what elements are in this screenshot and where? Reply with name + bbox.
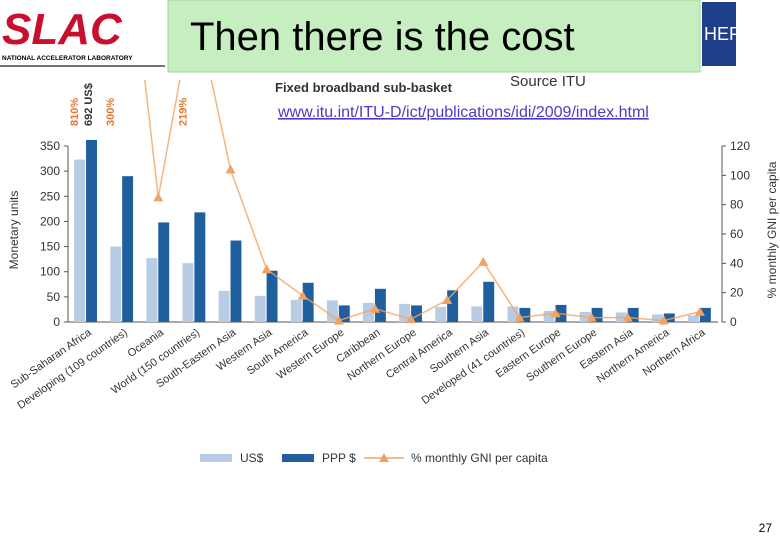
bar [86,140,97,322]
bar [326,300,338,322]
bar [230,240,242,322]
y2-tick-label: 80 [730,198,744,212]
marker [369,303,380,313]
marker [622,312,633,322]
marker [514,312,525,322]
y2-tick-label: 60 [730,227,744,241]
bar [483,281,495,322]
line-layer [144,80,705,325]
bar [591,307,603,322]
link[interactable]: www.itu.int/ITU-D/ict/publications/idi/2… [277,104,649,121]
marker [153,192,164,202]
bar [290,299,302,322]
value-label: 810% [69,98,81,126]
y2-tick-label: 120 [730,139,750,153]
marker [478,256,489,266]
bar [411,305,422,322]
marker [586,312,597,322]
bar [254,295,266,322]
value-label: 219% [177,98,189,126]
bar [122,176,134,322]
line [144,80,701,322]
bar [158,222,170,322]
marker [442,295,453,304]
source: Source ITU [510,73,586,90]
bar [182,263,194,322]
marker [333,315,344,325]
bar [435,306,447,322]
legend-label: % monthly GNI per capita [411,451,548,465]
bar [447,290,459,322]
y-tick-label: 0 [53,315,60,329]
bar [651,314,663,322]
y-tick-label: 50 [47,290,61,304]
y-tick-label: 150 [40,240,60,254]
y2-tick-label: 0 [730,315,737,329]
bar [374,288,386,322]
page-number: 27 [759,521,773,535]
legend-label: PPP $ [322,451,356,465]
marker [658,315,669,325]
y2-tick-label: 40 [730,256,744,270]
badge: HEPiX [704,24,757,44]
bar [507,306,519,322]
bar [74,159,86,322]
bar [688,315,699,322]
marker [261,264,272,274]
y-tick-label: 100 [40,265,60,279]
legend-swatch [282,454,314,462]
x-tick-label: Northern Africa [641,326,709,378]
bar [218,290,230,322]
legend-label: US$ [240,451,264,465]
bar [627,307,639,322]
bar [399,303,411,322]
y-tick-label: 200 [40,214,60,228]
bar [663,313,675,322]
bar [146,258,158,322]
bar [266,270,278,322]
bar [110,246,122,322]
title-box [167,0,701,73]
bar [543,310,555,322]
marker [297,290,308,300]
bar [699,307,711,322]
y-tick-label: 250 [40,189,60,203]
slide-title: Then there is the cost [190,15,575,59]
y2-tick-label: 20 [730,286,744,300]
y-tick-label: 350 [40,139,60,153]
marker [406,314,417,324]
bar [194,212,206,322]
marker [550,308,561,318]
legend-swatch [379,453,389,462]
chart-title: Fixed broadband sub-basket [275,80,453,95]
y2-tick-label: 100 [730,168,750,182]
bar [302,282,314,322]
y-tick-label: 300 [40,164,60,178]
bar [519,307,531,322]
bar [338,305,350,322]
bars [74,140,711,322]
y2-axis-label: % monthly GNI per capita [765,161,779,298]
value-label: 300% [105,98,117,126]
y-axis-label: Monetary units [7,191,21,270]
logo-subtitle: NATIONAL ACCELERATOR LABORATORY [2,55,133,62]
marker [694,306,705,316]
value-label: 692 US$ [83,83,95,126]
badge-box [702,2,736,66]
legend-swatch [200,454,232,462]
bar [363,302,374,322]
marker [225,164,236,174]
bar [471,306,483,322]
logo: SLAC [2,5,123,54]
